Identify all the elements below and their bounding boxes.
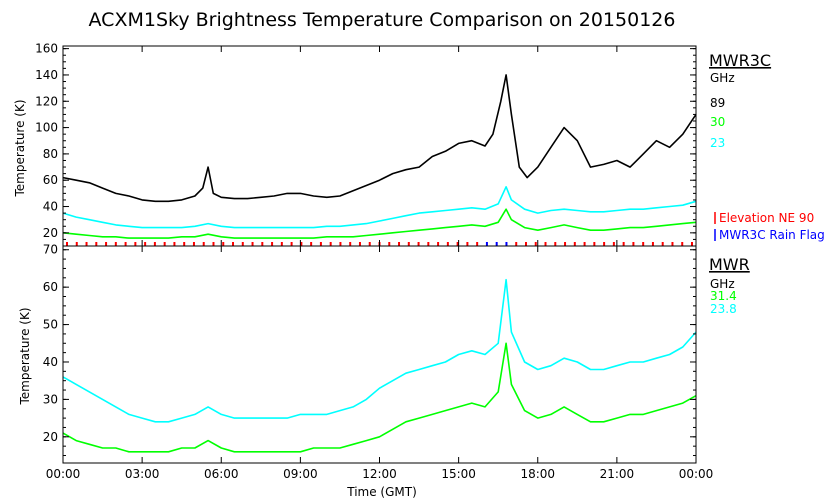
top-legend-title: MWR3C xyxy=(709,51,771,70)
flag-markers xyxy=(66,242,693,246)
bottom-series-23-8-line xyxy=(62,278,697,423)
bottom-ytick-label: 70 xyxy=(43,243,58,257)
bottom-ytick-label: 20 xyxy=(43,430,58,444)
top-series-30-line xyxy=(62,208,697,239)
top-ytick-label: 60 xyxy=(43,173,58,187)
bottom-ytick-label: 40 xyxy=(43,355,58,369)
top-ytick-label: 20 xyxy=(43,226,58,240)
top-ytick-label: 140 xyxy=(35,68,58,82)
top-ytick-label: 80 xyxy=(43,147,58,161)
top-series-23-line xyxy=(62,186,697,229)
bottom-y-axis-label: Temperature (K) xyxy=(18,307,32,405)
bottom-y-ticks: 20 30 40 50 60 70 xyxy=(43,243,696,457)
xtick-label: 18:00 xyxy=(520,467,555,481)
bottom-series-group xyxy=(62,278,697,453)
legend-entry-23: 23 xyxy=(710,136,725,150)
legend-entry-30: 30 xyxy=(710,115,725,129)
chart-title: ACXM1Sky Brightness Temperature Comparis… xyxy=(89,9,676,31)
top-ytick-label: 40 xyxy=(43,200,58,214)
flag-legend-rain: MWR3C Rain Flag xyxy=(719,228,825,242)
xtick-label: 09:00 xyxy=(283,467,318,481)
xtick-label: 12:00 xyxy=(362,467,397,481)
top-y-axis-label: Temperature (K) xyxy=(13,99,27,197)
bottom-ytick-label: 60 xyxy=(43,280,58,294)
x-axis-label: Time (GMT) xyxy=(346,485,417,499)
top-ytick-label: 160 xyxy=(35,42,58,56)
top-series-group xyxy=(62,74,697,239)
top-panel: 20 40 60 80 100 120 140 160 Temperature (K) MWR… xyxy=(13,42,825,247)
top-plot-frame xyxy=(62,45,697,247)
xtick-label: 03:00 xyxy=(125,467,160,481)
bottom-ytick-label: 30 xyxy=(43,392,58,406)
bottom-legend-title: MWR xyxy=(709,255,750,274)
legend-entry-89: 89 xyxy=(710,96,725,110)
bottom-ytick-label: 50 xyxy=(43,318,58,332)
xtick-label: 00:00 xyxy=(46,467,81,481)
flag-legend-elevation: Elevation NE 90 xyxy=(719,211,814,225)
xtick-label: 21:00 xyxy=(600,467,635,481)
top-y-ticks: 20 40 60 80 100 120 140 160 xyxy=(35,42,697,247)
legend-entry-23-8: 23.8 xyxy=(710,302,737,316)
top-series-89-line xyxy=(62,74,697,203)
x-ticks: 00:00 03:00 06:00 09:00 12:00 15:00 18:00 21:00… xyxy=(46,246,714,481)
xtick-label: 06:00 xyxy=(204,467,239,481)
legend-entry-31-4: 31.4 xyxy=(710,289,737,303)
top-ytick-label: 120 xyxy=(35,94,58,108)
xtick-label: 15:00 xyxy=(441,467,476,481)
top-ytick-label: 100 xyxy=(35,121,58,135)
bottom-legend-unit: GHz xyxy=(710,277,735,291)
bottom-series-31-4-line xyxy=(62,342,697,453)
xtick-label: 00:00 xyxy=(679,467,714,481)
bottom-plot-frame xyxy=(62,245,697,464)
bottom-panel: 20 30 40 50 60 70 00:00 03:00 06:00 09:00 12:00 15… xyxy=(18,243,750,499)
top-legend-unit: GHz xyxy=(710,71,735,85)
